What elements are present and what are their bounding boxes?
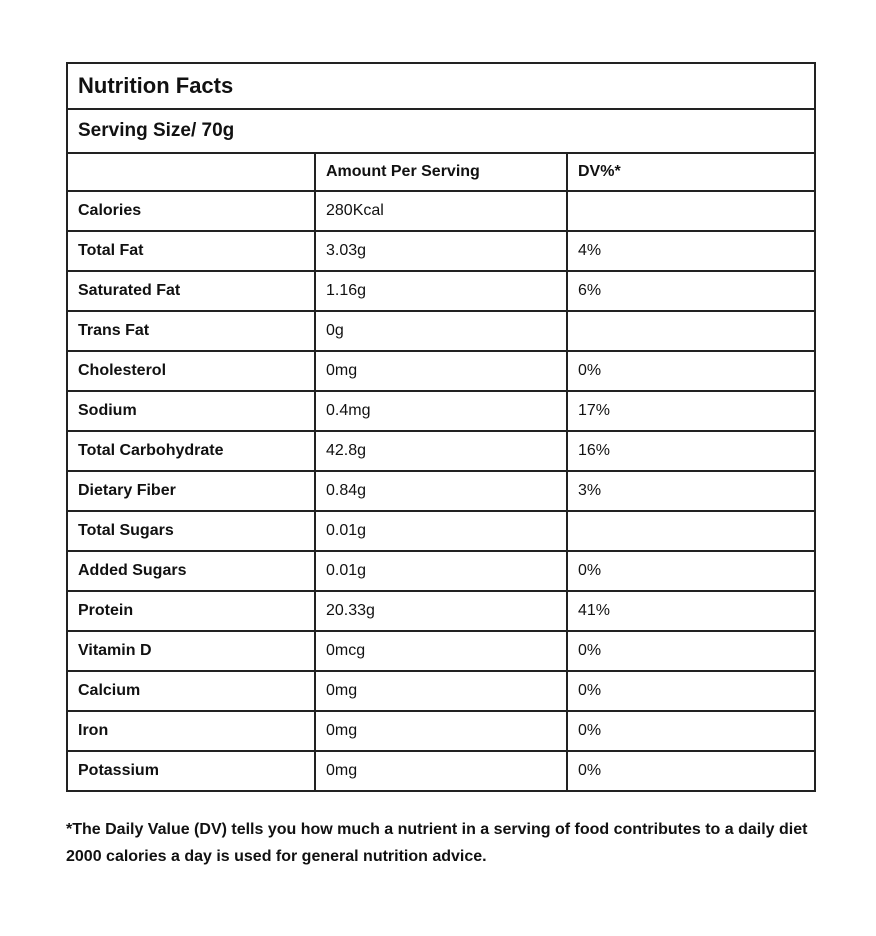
table-row: Added Sugars 0.01g 0% <box>68 552 814 592</box>
dv-cell: 0% <box>578 682 602 699</box>
nutrient-label-cell: Total Fat <box>68 232 316 270</box>
amount-cell: 0.84g <box>316 472 568 510</box>
table-row: Iron 0mg 0% <box>68 712 814 752</box>
dv-cell <box>568 312 814 350</box>
nutrient-rows: Calories 280Kcal Total Fat 3.03g 4% Saturated… <box>68 192 814 790</box>
amount-cell: 3.03g <box>316 232 568 270</box>
nutrient-label-cell: Total Sugars <box>68 512 316 550</box>
table-title: Nutrition Facts <box>78 73 234 98</box>
column-header-nutrient <box>68 154 316 190</box>
dv-cell: 0% <box>578 722 602 739</box>
nutrient-label-cell: Vitamin D <box>68 632 316 670</box>
dv-cell <box>568 512 814 550</box>
amount-cell: 0mcg <box>316 632 568 670</box>
amount-cell: 0mg <box>316 712 568 750</box>
table-row: Cholesterol 0mg 0% <box>68 352 814 392</box>
nutrient-label-cell: Calories <box>68 192 316 230</box>
amount-cell: 1.16g <box>316 272 568 310</box>
title-row: Nutrition Facts <box>68 64 814 110</box>
nutrient-label-cell: Total Carbohydrate <box>68 432 316 470</box>
serving-size-row: Serving Size/ 70g <box>68 110 814 154</box>
table-row: Calories 280Kcal <box>68 192 814 232</box>
dv-cell: 0% <box>578 562 602 579</box>
amount-cell: 42.8g <box>316 432 568 470</box>
nutrient-label-cell: Cholesterol <box>68 352 316 390</box>
nutrient-label-cell: Added Sugars <box>68 552 316 590</box>
column-header-row: Amount Per Serving DV%* <box>68 154 814 192</box>
column-header-dv: DV%* <box>578 163 621 180</box>
amount-cell: 0mg <box>316 672 568 710</box>
dv-cell: 16% <box>578 442 611 459</box>
table-row: Calcium 0mg 0% <box>68 672 814 712</box>
table-row: Saturated Fat 1.16g 6% <box>68 272 814 312</box>
amount-cell: 0.01g <box>316 512 568 550</box>
dv-cell: 6% <box>578 282 602 299</box>
table-row: Trans Fat 0g <box>68 312 814 352</box>
amount-cell: 0.4mg <box>316 392 568 430</box>
table-row: Vitamin D 0mcg 0% <box>68 632 814 672</box>
nutrient-label-cell: Calcium <box>68 672 316 710</box>
dv-cell: 0% <box>578 762 602 779</box>
table-row: Total Sugars 0.01g <box>68 512 814 552</box>
dv-cell: 0% <box>578 362 602 379</box>
serving-size-label: Serving Size/ 70g <box>78 120 235 141</box>
amount-cell: 0g <box>316 312 568 350</box>
dv-cell <box>568 192 814 230</box>
column-header-amount: Amount Per Serving <box>316 154 568 190</box>
nutrient-label-cell: Dietary Fiber <box>68 472 316 510</box>
nutrient-label-cell: Iron <box>68 712 316 750</box>
daily-value-footnote: *The Daily Value (DV) tells you how much… <box>66 821 808 865</box>
table-row: Potassium 0mg 0% <box>68 752 814 790</box>
table-row: Total Carbohydrate 42.8g 16% <box>68 432 814 472</box>
nutrient-label-cell: Sodium <box>68 392 316 430</box>
dv-cell: 3% <box>578 482 602 499</box>
dv-cell: 0% <box>578 642 602 659</box>
dv-cell: 41% <box>578 602 611 619</box>
amount-cell: 20.33g <box>316 592 568 630</box>
nutrient-label-cell: Potassium <box>68 752 316 790</box>
dv-cell: 4% <box>578 242 602 259</box>
amount-cell: 280Kcal <box>316 192 568 230</box>
amount-cell: 0mg <box>316 752 568 790</box>
table-row: Dietary Fiber 0.84g 3% <box>68 472 814 512</box>
table-row: Protein 20.33g 41% <box>68 592 814 632</box>
nutrient-label-cell: Protein <box>68 592 316 630</box>
nutrient-label-cell: Trans Fat <box>68 312 316 350</box>
nutrient-label-cell: Saturated Fat <box>68 272 316 310</box>
nutrition-facts-table: Nutrition Facts Serving Size/ 70g Amount… <box>66 62 816 792</box>
amount-cell: 0mg <box>316 352 568 390</box>
dv-cell: 17% <box>578 402 611 419</box>
table-row: Sodium 0.4mg 17% <box>68 392 814 432</box>
amount-cell: 0.01g <box>316 552 568 590</box>
table-row: Total Fat 3.03g 4% <box>68 232 814 272</box>
